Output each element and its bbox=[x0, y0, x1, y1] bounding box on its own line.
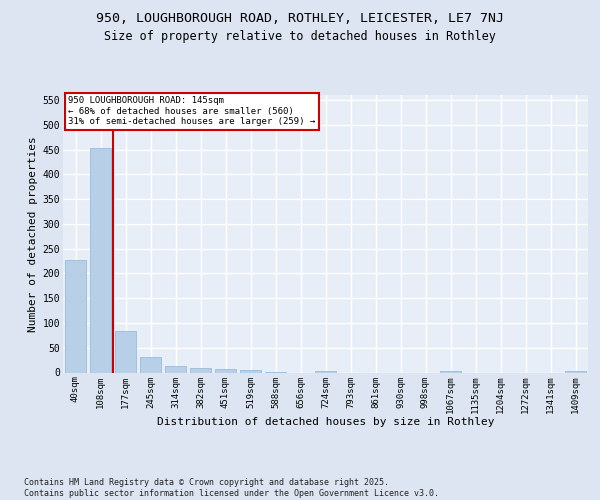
Text: Contains HM Land Registry data © Crown copyright and database right 2025.
Contai: Contains HM Land Registry data © Crown c… bbox=[24, 478, 439, 498]
Bar bbox=[65, 260, 86, 372]
Bar bbox=[315, 371, 336, 372]
Text: Size of property relative to detached houses in Rothley: Size of property relative to detached ho… bbox=[104, 30, 496, 43]
Bar bbox=[90, 148, 111, 372]
Bar bbox=[440, 371, 461, 372]
Bar bbox=[140, 357, 161, 372]
Y-axis label: Number of detached properties: Number of detached properties bbox=[28, 136, 38, 332]
Bar bbox=[165, 366, 186, 372]
X-axis label: Distribution of detached houses by size in Rothley: Distribution of detached houses by size … bbox=[157, 417, 494, 427]
Text: 950 LOUGHBOROUGH ROAD: 145sqm
← 68% of detached houses are smaller (560)
31% of : 950 LOUGHBOROUGH ROAD: 145sqm ← 68% of d… bbox=[68, 96, 316, 126]
Bar bbox=[215, 369, 236, 372]
Bar bbox=[190, 368, 211, 372]
Bar bbox=[115, 332, 136, 372]
Text: 950, LOUGHBOROUGH ROAD, ROTHLEY, LEICESTER, LE7 7NJ: 950, LOUGHBOROUGH ROAD, ROTHLEY, LEICEST… bbox=[96, 12, 504, 26]
Bar bbox=[565, 370, 586, 372]
Bar bbox=[240, 370, 261, 372]
